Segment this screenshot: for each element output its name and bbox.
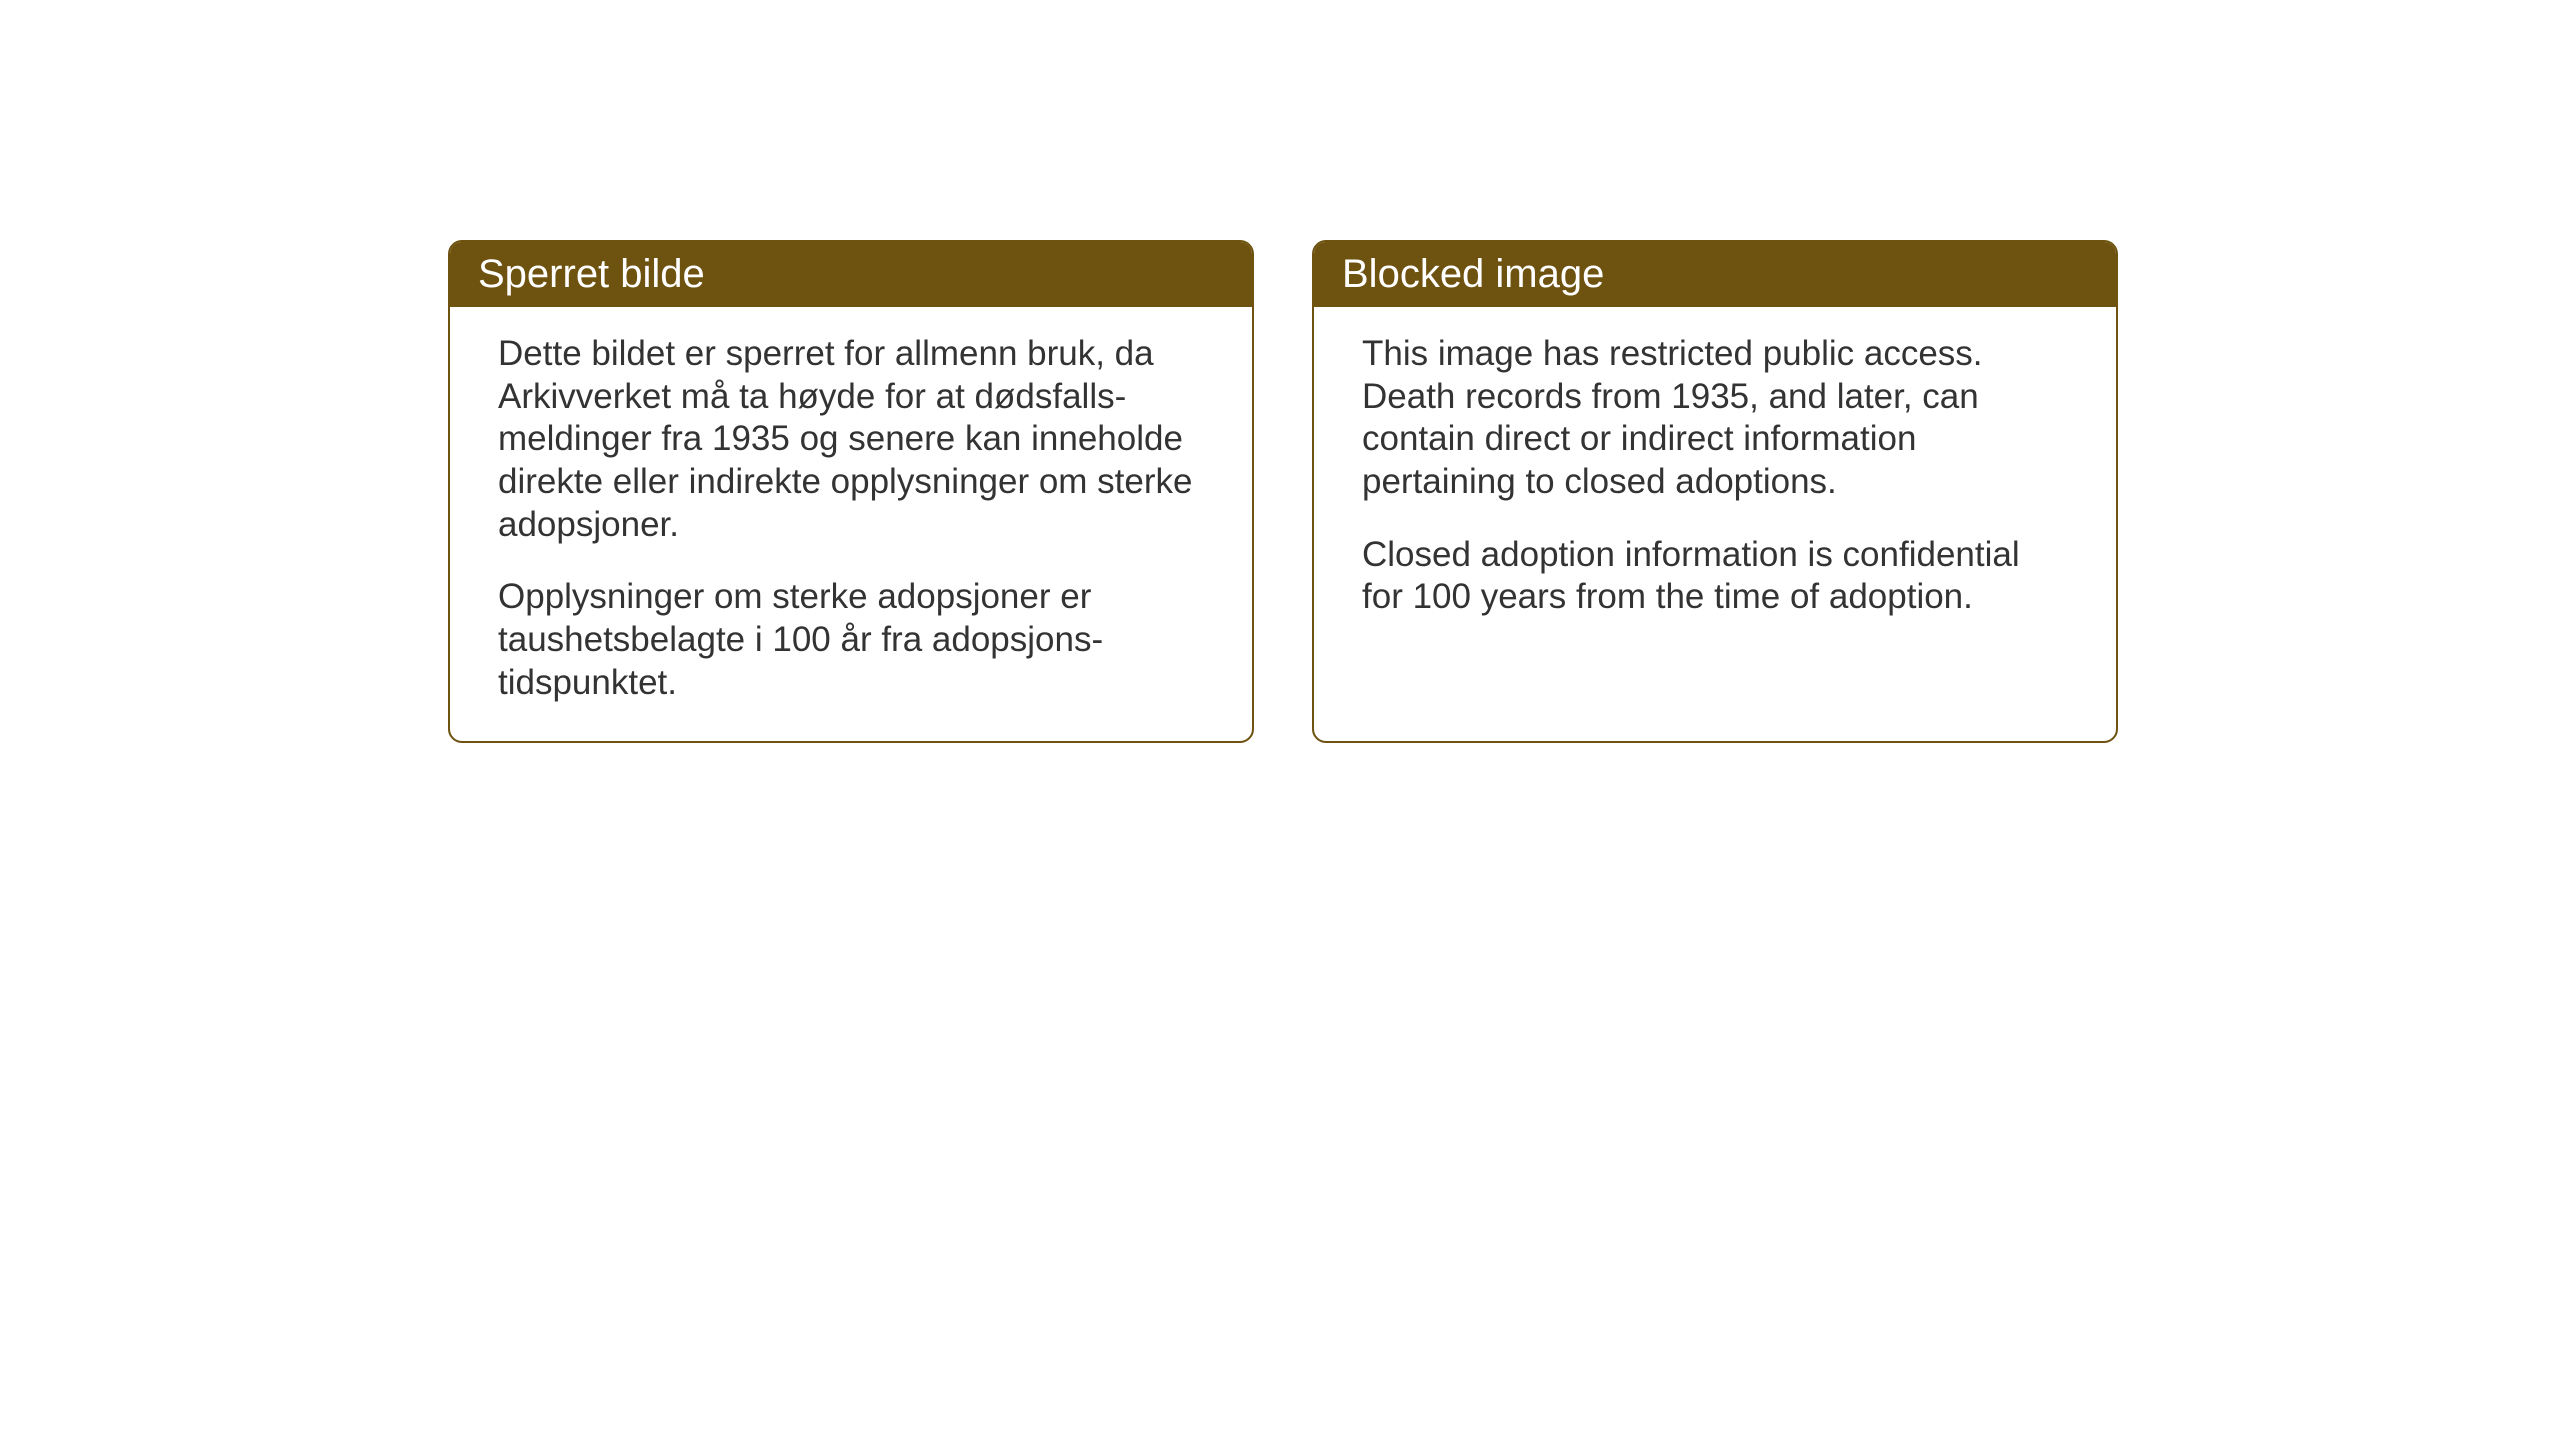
english-paragraph-1: This image has restricted public access.…	[1362, 333, 2068, 504]
norwegian-notice-card: Sperret bilde Dette bildet er sperret fo…	[448, 240, 1254, 743]
english-paragraph-2: Closed adoption information is confident…	[1362, 534, 2068, 619]
english-card-title: Blocked image	[1342, 252, 1604, 296]
norwegian-card-body: Dette bildet er sperret for allmenn bruk…	[450, 307, 1252, 741]
english-notice-card: Blocked image This image has restricted …	[1312, 240, 2118, 743]
notice-cards-container: Sperret bilde Dette bildet er sperret fo…	[448, 240, 2118, 743]
english-card-header: Blocked image	[1314, 242, 2116, 307]
english-card-body: This image has restricted public access.…	[1314, 307, 2116, 655]
norwegian-card-header: Sperret bilde	[450, 242, 1252, 307]
norwegian-paragraph-2: Opplysninger om sterke adopsjoner er tau…	[498, 576, 1204, 704]
norwegian-card-title: Sperret bilde	[478, 252, 705, 296]
norwegian-paragraph-1: Dette bildet er sperret for allmenn bruk…	[498, 333, 1204, 546]
